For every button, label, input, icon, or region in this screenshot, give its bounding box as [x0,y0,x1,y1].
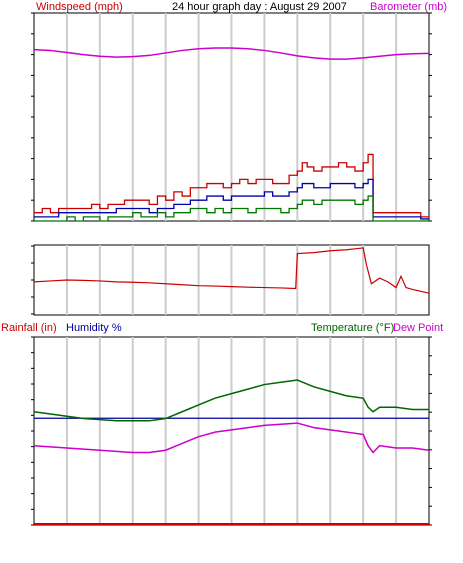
humidity-axis-title: Humidity % [66,322,122,334]
dewpoint-series-line [33,422,430,454]
barometer-axis-title: Barometer (mb) [370,1,447,13]
chart-title: 24 hour graph day : August 29 2007 [172,1,347,13]
dewpoint-axis-title: Dew Point [393,322,443,334]
temperature-series-line [33,379,429,422]
rainfall-axis-title: Rainfall (in) [1,322,57,334]
temperature-panel-grid [65,337,398,525]
temperature-axis-title: Temperature (°F) [311,322,394,334]
direction-panel-grid [65,245,398,315]
direction-series-line [33,247,430,294]
wind-series-1 [34,178,429,220]
temperature-panel-series [33,379,430,525]
wind-series-2 [34,195,429,222]
wind-panel-series [33,47,430,222]
direction-panel-series [33,247,430,294]
wind-series-0 [34,153,429,218]
windspeed-axis-title: Windspeed (mph) [36,1,123,13]
axis-ticks [31,12,432,526]
barometer-series-line [33,47,430,60]
wind-panel-grid [65,13,398,221]
